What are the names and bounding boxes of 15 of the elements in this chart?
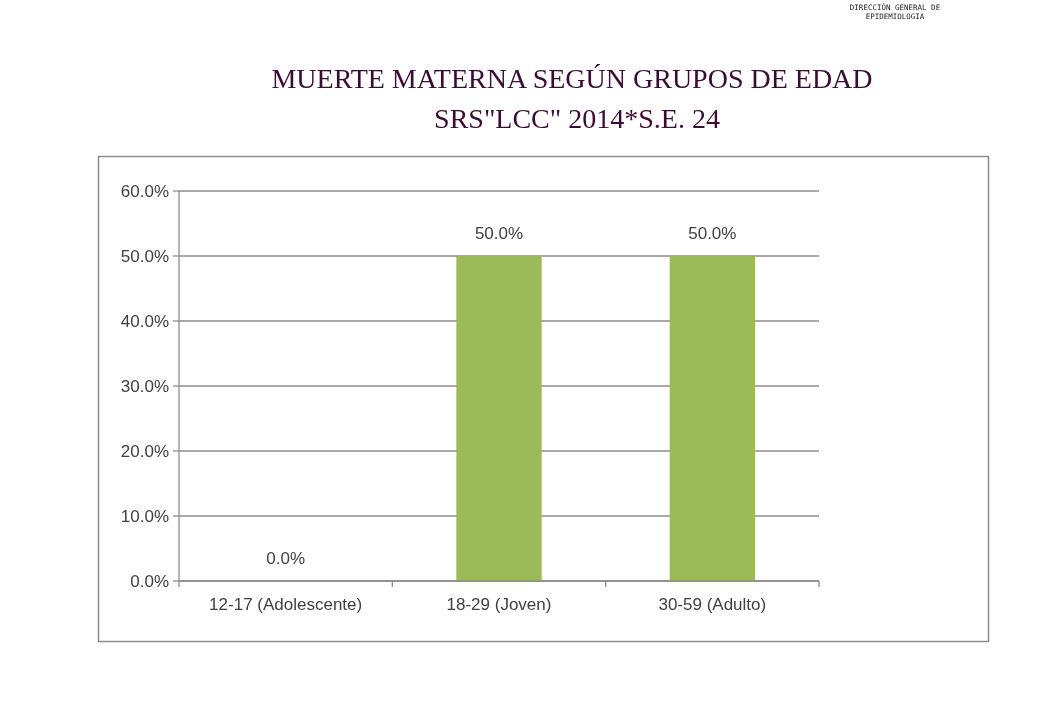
data-label: 50.0%	[688, 224, 737, 243]
data-label: 50.0%	[474, 224, 524, 243]
x-tick-label: 18-29 (Joven)	[446, 595, 552, 614]
y-tick-label: 60.0%	[120, 181, 169, 201]
y-tick-label: 50.0%	[120, 246, 169, 266]
y-tick-label: 0.0%	[130, 571, 169, 591]
y-tick-label: 30.0%	[120, 376, 169, 396]
y-tick-label: 10.0%	[120, 506, 169, 526]
chart-title: MUERTE MATERNA SEGÚN GRUPOS DE EDAD	[271, 63, 873, 94]
y-tick-label: 20.0%	[120, 441, 169, 461]
x-tick-label: 30-59 (Adulto)	[658, 595, 767, 614]
x-tick-label: 12-17 (Adolescente)	[209, 595, 363, 614]
y-tick-label: 40.0%	[120, 311, 169, 331]
chart-subtitle: SRS"LCC" 2014*S.E. 24	[434, 103, 720, 134]
data-label: 0.0%	[266, 549, 306, 568]
